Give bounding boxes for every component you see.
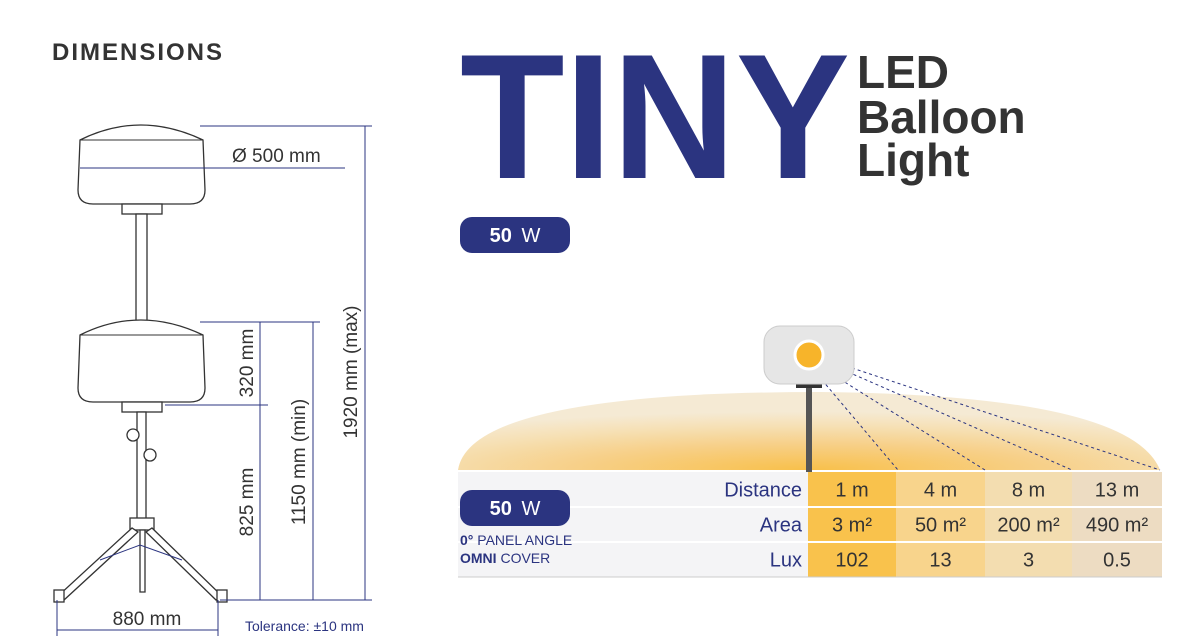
power-badge xyxy=(460,217,570,253)
max-height-label: 1920 mm (max) xyxy=(341,305,362,438)
cell: 490 m² xyxy=(1086,515,1149,537)
cell: 200 m² xyxy=(997,515,1060,537)
table-badge xyxy=(460,490,570,526)
column-bg xyxy=(985,472,1072,577)
cell: 50 m² xyxy=(915,515,966,537)
pole xyxy=(806,384,812,472)
subtitle-line: LED xyxy=(857,46,949,98)
power-badge-text: 50 W xyxy=(490,225,541,247)
note: OMNI COVER xyxy=(460,550,550,566)
cell: 3 m² xyxy=(832,515,872,537)
column-bg xyxy=(896,472,985,577)
base-width-label: 880 mm xyxy=(113,609,182,630)
section-title: DIMENSIONS xyxy=(52,39,224,66)
subtitle-line: Light xyxy=(857,134,969,186)
min-height-label: 1150 mm (min) xyxy=(289,399,310,525)
pole-height-label: 825 mm xyxy=(237,468,258,537)
note: 0° PANEL ANGLE xyxy=(460,532,572,548)
cell: 13 xyxy=(929,550,951,572)
beam-lines xyxy=(821,367,1161,471)
lamp-mount xyxy=(796,382,822,388)
lamp-light xyxy=(793,339,825,371)
spec-table: Distance 1 m 4 m 8 m 13 m Area 3 m² 50 m² 200 m²… xyxy=(458,472,1162,578)
cell: 0.5 xyxy=(1103,550,1131,572)
cell: 13 m xyxy=(1095,480,1139,502)
row-label: Distance xyxy=(724,480,802,502)
balloon-height-label: 320 mm xyxy=(237,329,258,398)
tolerance: Tolerance: ±10 mm xyxy=(245,618,364,634)
lamp-drawing xyxy=(53,124,228,603)
dimension-lines xyxy=(56,125,372,636)
cell: 1 m xyxy=(835,480,868,502)
subtitle-line: Balloon xyxy=(857,91,1026,143)
column-bg xyxy=(1072,472,1162,577)
row-label: Lux xyxy=(770,550,802,572)
table-badge-text: 50 W xyxy=(490,498,541,520)
cell: 3 xyxy=(1023,550,1034,572)
row-label: Area xyxy=(760,515,803,537)
cell: 8 m xyxy=(1012,480,1045,502)
cell: 102 xyxy=(835,550,868,572)
cell: 4 m xyxy=(924,480,957,502)
column-bg xyxy=(808,472,896,577)
product-title: TINY xyxy=(460,17,850,216)
diameter-label: Ø 500 mm xyxy=(232,146,321,167)
